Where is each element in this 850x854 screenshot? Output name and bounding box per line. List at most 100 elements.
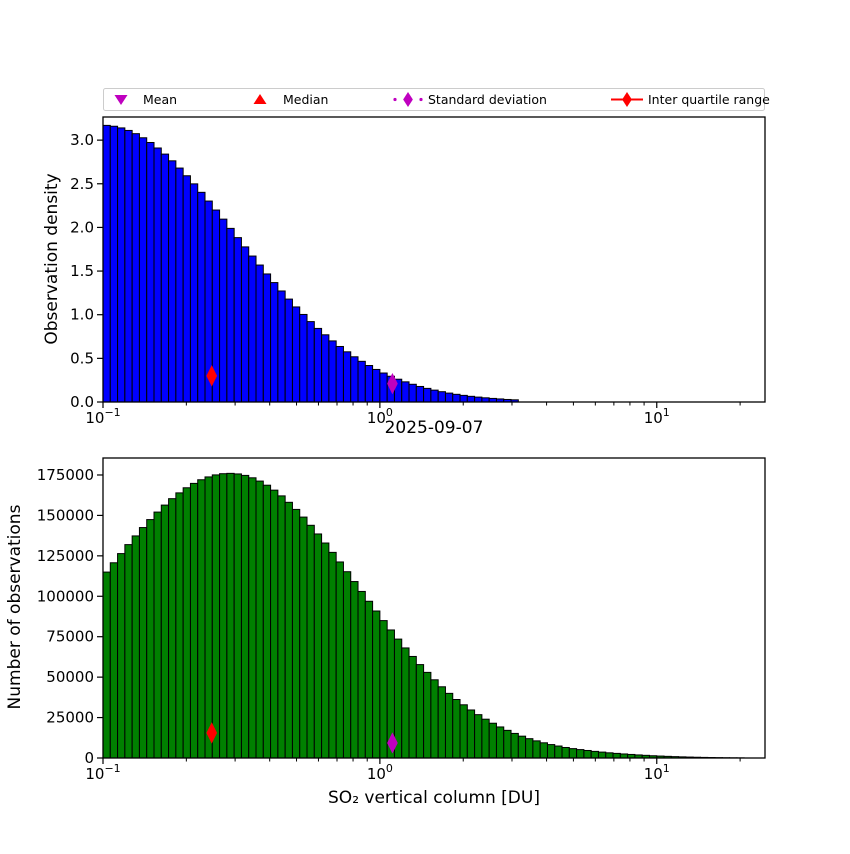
legend-item-label: Inter quartile range xyxy=(648,92,770,107)
histogram-bar xyxy=(278,291,285,402)
dotted-line-dot-icon xyxy=(419,98,422,101)
top-ylabel: Observation density xyxy=(42,173,62,344)
y-tick-label: 50000 xyxy=(46,668,94,686)
histogram-bar xyxy=(562,747,569,758)
histogram-bar xyxy=(103,572,110,758)
histogram-bar xyxy=(453,700,460,759)
histogram-bar xyxy=(518,736,525,758)
histogram-bar xyxy=(577,750,584,758)
histogram-bar xyxy=(176,493,183,758)
histogram-bar xyxy=(307,525,314,758)
histogram-bar xyxy=(241,247,248,402)
histogram-bar xyxy=(467,710,474,758)
histogram-bar xyxy=(336,346,343,402)
histogram-bar xyxy=(285,299,292,402)
histogram-bar xyxy=(183,488,190,758)
histogram-bar xyxy=(482,719,489,758)
histogram-bar xyxy=(343,352,350,402)
histogram-bar xyxy=(314,328,321,402)
histogram-bar xyxy=(475,397,482,402)
histogram-bar xyxy=(373,611,380,758)
histogram-bar xyxy=(351,582,358,758)
histogram-bar xyxy=(132,536,139,758)
histogram-bar xyxy=(176,168,183,402)
histogram-bar xyxy=(190,184,197,402)
histogram-bar xyxy=(154,148,161,402)
histogram-bar xyxy=(249,478,256,758)
histogram-bar xyxy=(336,562,343,758)
histogram-bar xyxy=(300,517,307,758)
top-xlabel-date: 2025-09-07 xyxy=(385,418,484,438)
histogram-bar xyxy=(241,475,248,758)
histogram-bar xyxy=(409,384,416,402)
y-tick-label: 0.0 xyxy=(70,393,94,411)
histogram-bar xyxy=(496,727,503,758)
histogram-bar xyxy=(438,687,445,758)
legend-item-label: Median xyxy=(283,92,328,107)
histogram-bar xyxy=(467,396,474,402)
histogram-bar xyxy=(445,693,452,758)
histogram-bar xyxy=(322,543,329,758)
histogram-bar xyxy=(358,361,365,402)
histogram-bar xyxy=(402,648,409,758)
histogram-bar xyxy=(606,753,613,758)
histogram-bar xyxy=(118,554,125,758)
histogram-bar xyxy=(139,528,146,758)
histogram-bar xyxy=(183,176,190,402)
y-tick-label: 175000 xyxy=(37,466,94,484)
histogram-bar xyxy=(489,723,496,758)
histogram-bar xyxy=(256,481,263,758)
histogram-bar xyxy=(234,238,241,402)
histogram-bar xyxy=(322,335,329,402)
histogram-bar xyxy=(584,750,591,758)
histogram-bar xyxy=(292,509,299,758)
histogram-bar xyxy=(416,386,423,402)
histogram-bar xyxy=(380,373,387,402)
y-tick-label: 0.5 xyxy=(70,349,94,367)
histogram-bar xyxy=(161,505,168,758)
histogram-bar xyxy=(540,743,547,758)
histogram-bar xyxy=(132,134,139,402)
histogram-bar xyxy=(212,475,219,758)
histogram-bar xyxy=(263,274,270,402)
histogram-bar xyxy=(169,499,176,758)
histogram-bar xyxy=(343,572,350,758)
y-tick-label: 0 xyxy=(84,749,94,767)
histogram-bar xyxy=(526,739,533,758)
histogram-bar xyxy=(147,142,154,402)
histogram-bar xyxy=(555,746,562,758)
y-tick-label: 25000 xyxy=(46,709,94,727)
histogram-bar xyxy=(190,483,197,758)
histogram-bar xyxy=(314,534,321,758)
histogram-bar xyxy=(249,256,256,402)
histogram-bar xyxy=(103,125,110,402)
histogram-bar xyxy=(511,733,518,758)
histogram-bar xyxy=(271,490,278,758)
histogram-bar xyxy=(475,715,482,758)
dotted-line-dot-icon xyxy=(393,98,396,101)
histogram-bar xyxy=(424,672,431,758)
histogram-bar xyxy=(300,314,307,402)
histogram-bar xyxy=(380,621,387,758)
histogram-bar xyxy=(169,161,176,402)
histogram-bar xyxy=(118,128,125,402)
histogram-bar xyxy=(365,366,372,402)
histogram-bar xyxy=(147,520,154,758)
histogram-bar xyxy=(358,591,365,758)
histogram-bar xyxy=(373,369,380,402)
histogram-bar xyxy=(227,473,234,758)
histogram-bar xyxy=(139,138,146,402)
y-tick-label: 150000 xyxy=(37,506,94,524)
histogram-bar xyxy=(125,130,132,402)
histogram-bar xyxy=(431,390,438,402)
histogram-bar xyxy=(613,753,620,758)
histogram-bar xyxy=(198,480,205,758)
histogram-bar xyxy=(285,502,292,758)
y-tick-label: 3.0 xyxy=(70,131,94,149)
histogram-bar xyxy=(424,388,431,402)
histogram-bar xyxy=(110,563,117,758)
histogram-bar xyxy=(227,228,234,402)
y-tick-label: 2.5 xyxy=(70,175,94,193)
